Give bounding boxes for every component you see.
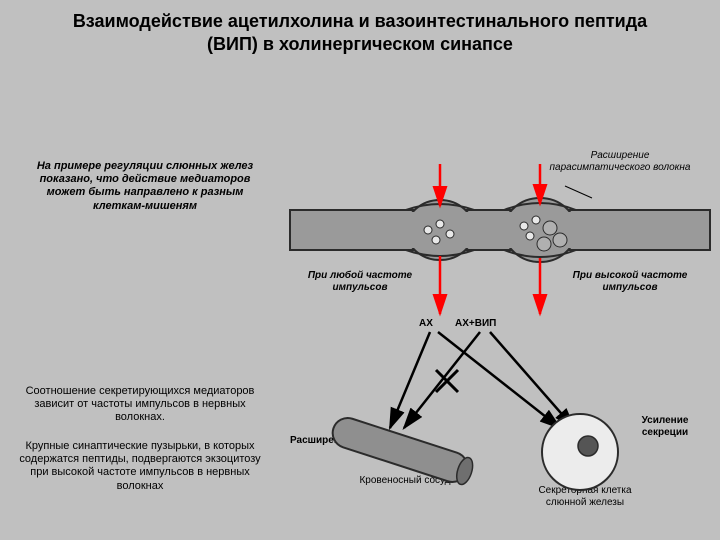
arrow-ax-to-vessel <box>390 332 430 428</box>
arrow-ax-to-gland <box>438 332 560 428</box>
arrow-vip-to-vessel <box>404 332 480 428</box>
diagram-svg <box>0 0 720 540</box>
blood-vessel <box>329 414 476 487</box>
nerve-fiber <box>290 198 710 262</box>
arrow-vip-to-gland <box>490 332 574 428</box>
gland-cell <box>542 414 618 490</box>
